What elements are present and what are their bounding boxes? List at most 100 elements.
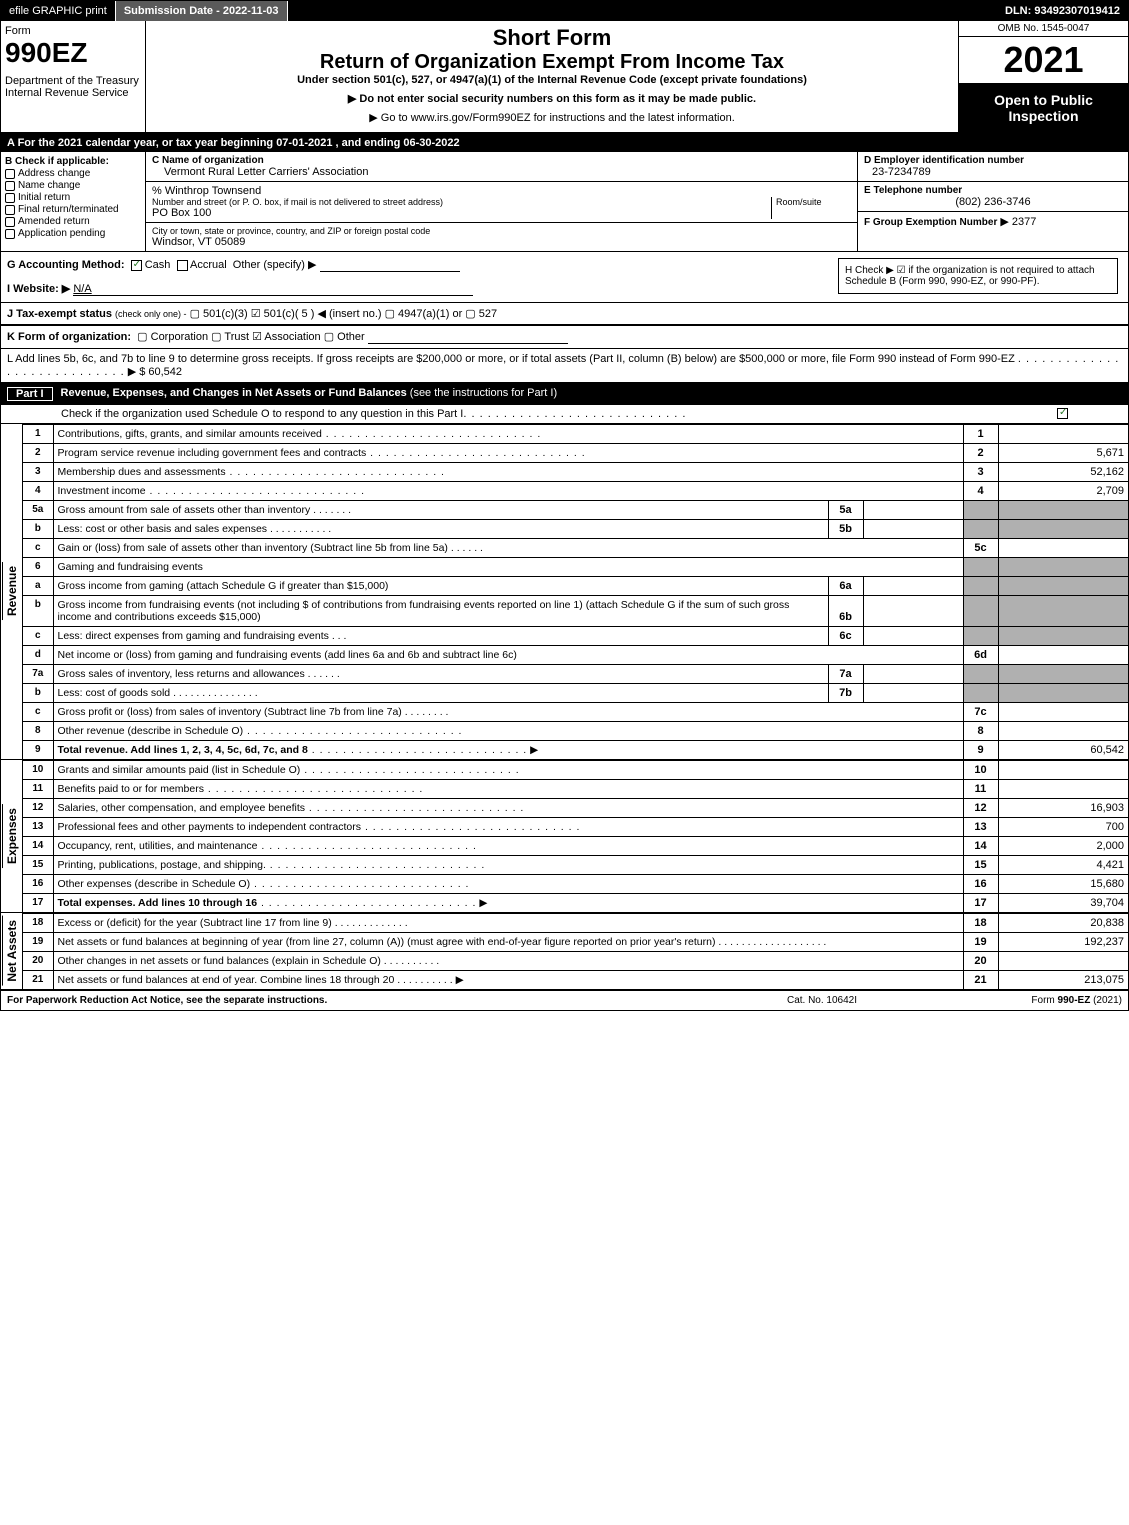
street-address: PO Box 100: [152, 207, 771, 219]
form-org-opts[interactable]: ▢ Corporation ▢ Trust ☑ Association ▢ Ot…: [137, 331, 365, 343]
open-public: Open to Public Inspection: [959, 84, 1128, 132]
expenses-label: Expenses: [2, 804, 21, 868]
section-h: H Check ▶ ☑ if the organization is not r…: [838, 258, 1118, 294]
room-suite-label: Room/suite: [771, 197, 851, 219]
line-16: 16Other expenses (describe in Schedule O…: [23, 875, 1128, 894]
website-value: N/A: [73, 283, 473, 296]
line-8: 8Other revenue (describe in Schedule O)8: [23, 722, 1128, 741]
other-org-input[interactable]: [368, 331, 568, 344]
city-state-zip: Windsor, VT 05089: [152, 236, 851, 248]
netassets-section: Net Assets 18Excess or (deficit) for the…: [1, 912, 1128, 989]
short-form-title: Short Form: [150, 25, 954, 51]
expenses-section: Expenses 10Grants and similar amounts pa…: [1, 759, 1128, 912]
phone-value: (802) 236-3746: [864, 196, 1122, 208]
tax-exempt-opts[interactable]: ▢ 501(c)(3) ☑ 501(c)( 5 ) ◀ (insert no.)…: [190, 308, 497, 320]
chk-schedule-o[interactable]: [1057, 408, 1068, 419]
ein-value: 23-7234789: [864, 166, 1122, 178]
section-bcdef: B Check if applicable: Address change Na…: [1, 152, 1128, 252]
form-title: Return of Organization Exempt From Incom…: [150, 51, 954, 74]
chk-final-return[interactable]: Final return/terminated: [5, 204, 141, 215]
line-6c: cLess: direct expenses from gaming and f…: [23, 627, 1128, 646]
line-1: 1Contributions, gifts, grants, and simil…: [23, 425, 1128, 444]
form-ref: Form 990-EZ (2021): [922, 995, 1122, 1006]
netassets-label: Net Assets: [2, 916, 21, 986]
line-15: 15Printing, publications, postage, and s…: [23, 856, 1128, 875]
page-footer: For Paperwork Reduction Act Notice, see …: [1, 989, 1128, 1010]
chk-address-change[interactable]: Address change: [5, 168, 141, 179]
line-6b: bGross income from fundraising events (n…: [23, 596, 1128, 627]
line-14: 14Occupancy, rent, utilities, and mainte…: [23, 837, 1128, 856]
care-of: % Winthrop Townsend: [152, 185, 851, 197]
form-org-label: K Form of organization:: [7, 331, 131, 343]
section-b: B Check if applicable: Address change Na…: [1, 152, 146, 251]
part1-check-text: Check if the organization used Schedule …: [61, 408, 463, 420]
header-right: OMB No. 1545-0047 2021 Open to Public In…: [958, 21, 1128, 132]
line-5b: bLess: cost or other basis and sales exp…: [23, 520, 1128, 539]
row-k: K Form of organization: ▢ Corporation ▢ …: [1, 326, 1128, 349]
part1-subtitle: (see the instructions for Part I): [410, 387, 557, 401]
omb-number: OMB No. 1545-0047: [959, 21, 1128, 37]
tax-exempt-label: J Tax-exempt status: [7, 308, 112, 320]
line-6a: aGross income from gaming (attach Schedu…: [23, 577, 1128, 596]
row-l-value: ▶ $ 60,542: [128, 366, 182, 378]
revenue-table: 1Contributions, gifts, grants, and simil…: [23, 424, 1128, 759]
line-18: 18Excess or (deficit) for the year (Subt…: [23, 914, 1128, 933]
paperwork-notice: For Paperwork Reduction Act Notice, see …: [7, 995, 722, 1006]
row-a-tax-year: A For the 2021 calendar year, or tax yea…: [1, 134, 1128, 152]
line-11: 11Benefits paid to or for members11: [23, 780, 1128, 799]
instr-link-text[interactable]: ▶ Go to www.irs.gov/Form990EZ for instru…: [369, 112, 735, 124]
chk-initial-return[interactable]: Initial return: [5, 192, 141, 203]
efile-label[interactable]: efile GRAPHIC print: [1, 1, 116, 21]
chk-accrual[interactable]: [177, 260, 188, 271]
form-subtitle: Under section 501(c), 527, or 4947(a)(1)…: [150, 74, 954, 86]
header-left: Form 990EZ Department of the Treasury In…: [1, 21, 146, 132]
ein-label: D Employer identification number: [864, 155, 1122, 166]
expenses-table: 10Grants and similar amounts paid (list …: [23, 760, 1128, 912]
line-2: 2Program service revenue including gover…: [23, 444, 1128, 463]
line-12: 12Salaries, other compensation, and empl…: [23, 799, 1128, 818]
top-bar: efile GRAPHIC print Submission Date - 20…: [1, 1, 1128, 21]
line-7c: cGross profit or (loss) from sales of in…: [23, 703, 1128, 722]
chk-pending[interactable]: Application pending: [5, 228, 141, 239]
line-5c: cGain or (loss) from sale of assets othe…: [23, 539, 1128, 558]
chk-amended[interactable]: Amended return: [5, 216, 141, 227]
street-label: Number and street (or P. O. box, if mail…: [152, 197, 771, 207]
line-5a: 5aGross amount from sale of assets other…: [23, 501, 1128, 520]
line-7b: bLess: cost of goods sold . . . . . . . …: [23, 684, 1128, 703]
chk-cash[interactable]: [131, 260, 142, 271]
chk-name-change[interactable]: Name change: [5, 180, 141, 191]
phone-label: E Telephone number: [864, 185, 1122, 196]
header-center: Short Form Return of Organization Exempt…: [146, 21, 958, 132]
form-label: Form: [5, 25, 141, 37]
line-6d: dNet income or (loss) from gaming and fu…: [23, 646, 1128, 665]
org-name: Vermont Rural Letter Carriers' Associati…: [152, 166, 851, 178]
group-exempt-value: ▶ 2377: [1000, 216, 1036, 228]
group-exempt-label: F Group Exemption Number: [864, 217, 997, 228]
line-20: 20Other changes in net assets or fund ba…: [23, 952, 1128, 971]
website-label: I Website: ▶: [7, 283, 70, 295]
dln-number: DLN: 93492307019412: [997, 1, 1128, 21]
line-10: 10Grants and similar amounts paid (list …: [23, 761, 1128, 780]
section-def: D Employer identification number 23-7234…: [858, 152, 1128, 251]
row-l-text: L Add lines 5b, 6c, and 7b to line 9 to …: [7, 353, 1015, 365]
line-4: 4Investment income42,709: [23, 482, 1128, 501]
row-ghi: G Accounting Method: Cash Accrual Other …: [1, 252, 1128, 303]
city-label: City or town, state or province, country…: [152, 226, 851, 236]
line-19: 19Net assets or fund balances at beginni…: [23, 933, 1128, 952]
part1-header: Part I Revenue, Expenses, and Changes in…: [1, 383, 1128, 405]
row-j: J Tax-exempt status (check only one) - ▢…: [1, 303, 1128, 326]
revenue-section: Revenue 1Contributions, gifts, grants, a…: [1, 424, 1128, 759]
row-l: L Add lines 5b, 6c, and 7b to line 9 to …: [1, 349, 1128, 383]
instr-link[interactable]: ▶ Go to www.irs.gov/Form990EZ for instru…: [150, 111, 954, 124]
line-13: 13Professional fees and other payments t…: [23, 818, 1128, 837]
part1-label: Part I: [7, 387, 53, 401]
line-17: 17Total expenses. Add lines 10 through 1…: [23, 894, 1128, 913]
line-6: 6Gaming and fundraising events: [23, 558, 1128, 577]
part1-check-row: Check if the organization used Schedule …: [1, 405, 1128, 424]
other-specify-input[interactable]: [320, 259, 460, 272]
sec-b-title: B Check if applicable:: [5, 156, 141, 167]
instr-ssn: ▶ Do not enter social security numbers o…: [150, 92, 954, 105]
section-c: C Name of organization Vermont Rural Let…: [146, 152, 858, 251]
submission-date: Submission Date - 2022-11-03: [116, 1, 288, 21]
dept-treasury: Department of the Treasury: [5, 75, 141, 87]
